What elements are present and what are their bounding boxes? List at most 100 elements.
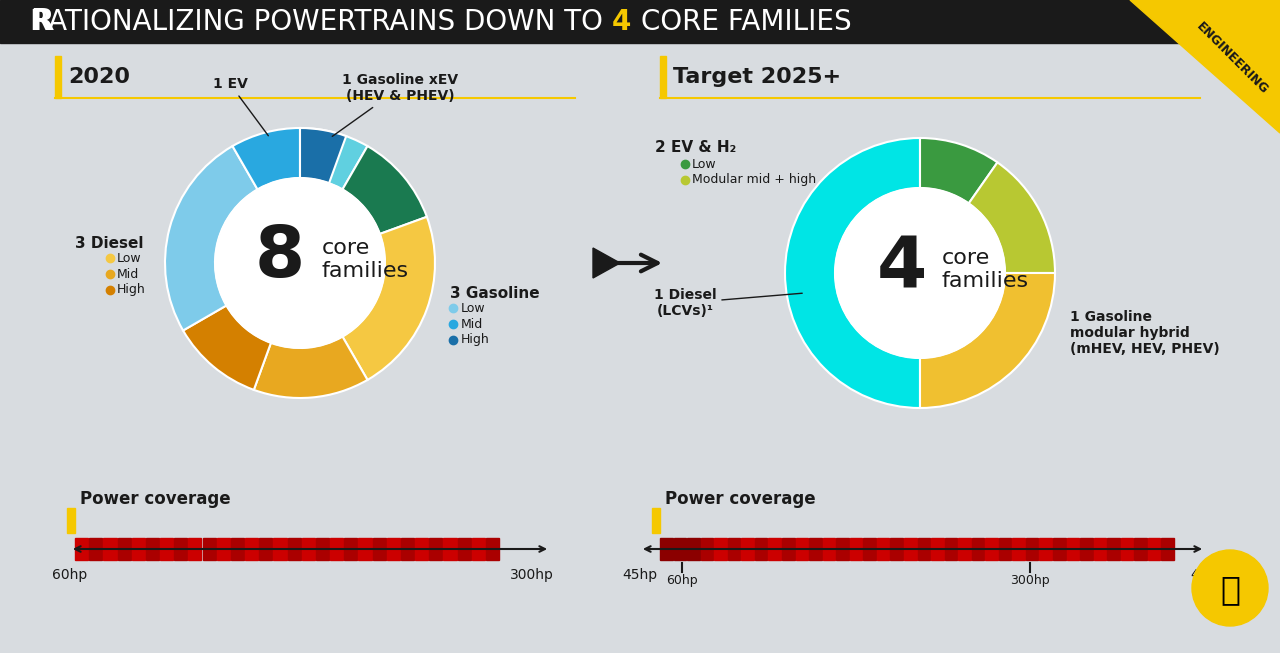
Text: Low: Low (692, 157, 717, 170)
Wedge shape (183, 306, 271, 390)
Bar (188, 538, 201, 560)
Text: 8: 8 (255, 223, 305, 293)
Bar (1121, 538, 1133, 560)
Bar (741, 538, 754, 560)
Bar (90, 538, 102, 560)
Bar (1148, 538, 1161, 560)
Text: 60hp: 60hp (666, 574, 698, 587)
Text: CORE FAMILIES: CORE FAMILIES (641, 8, 851, 36)
Bar (728, 538, 740, 560)
Text: 300hp: 300hp (1010, 574, 1050, 587)
Bar (358, 538, 371, 560)
Bar (387, 538, 399, 560)
Text: High: High (116, 283, 146, 296)
Bar (877, 538, 890, 560)
Bar (1161, 538, 1174, 560)
Bar (836, 538, 849, 560)
Bar (302, 538, 315, 560)
Text: 4: 4 (877, 234, 927, 302)
Bar (986, 538, 998, 560)
Bar (918, 538, 931, 560)
Text: 3 Gasoline: 3 Gasoline (451, 285, 540, 300)
Text: 1 Gasoline
modular hybrid
(mHEV, HEV, PHEV): 1 Gasoline modular hybrid (mHEV, HEV, PH… (1070, 310, 1220, 356)
Text: Modular mid + high: Modular mid + high (692, 174, 817, 187)
Bar (202, 538, 215, 560)
Bar (714, 538, 727, 560)
Bar (55, 56, 61, 98)
Text: Power coverage: Power coverage (79, 490, 230, 508)
Circle shape (835, 188, 1005, 358)
Bar (457, 538, 471, 560)
Bar (443, 538, 457, 560)
Text: R: R (29, 7, 54, 37)
Bar (1134, 538, 1147, 560)
Text: RATIONALIZING POWERTRAINS DOWN TO: RATIONALIZING POWERTRAINS DOWN TO (29, 8, 612, 36)
Text: 1 Diesel
(LCVs)¹: 1 Diesel (LCVs)¹ (654, 288, 803, 318)
Bar (660, 538, 672, 560)
Bar (244, 538, 259, 560)
Bar (118, 538, 131, 560)
Text: Target 2025+: Target 2025+ (673, 67, 841, 87)
Bar (891, 538, 902, 560)
Bar (1093, 538, 1106, 560)
Bar (0, 0, 1280, 43)
Wedge shape (920, 138, 997, 203)
Bar (1107, 538, 1120, 560)
Bar (76, 538, 88, 560)
Bar (972, 538, 984, 560)
Polygon shape (1130, 0, 1280, 133)
Wedge shape (233, 128, 300, 189)
Circle shape (215, 178, 385, 348)
Text: 4: 4 (612, 8, 641, 36)
Text: ENGINEERING: ENGINEERING (1193, 20, 1271, 97)
Text: core: core (323, 238, 370, 258)
Circle shape (1192, 550, 1268, 626)
Text: 2020: 2020 (68, 67, 131, 87)
Wedge shape (343, 217, 435, 380)
Bar (673, 538, 686, 560)
Bar (259, 538, 273, 560)
Text: 1 Gasoline xEV
(HEV & PHEV): 1 Gasoline xEV (HEV & PHEV) (333, 73, 458, 136)
Text: families: families (323, 261, 410, 281)
Bar (652, 508, 660, 533)
Wedge shape (300, 128, 346, 183)
Bar (755, 538, 768, 560)
Wedge shape (969, 163, 1055, 273)
Text: 45hp: 45hp (622, 568, 658, 582)
Text: 60hp: 60hp (52, 568, 87, 582)
Wedge shape (300, 128, 367, 189)
Bar (931, 538, 943, 560)
Bar (998, 538, 1011, 560)
Text: 300hp: 300hp (509, 568, 554, 582)
Bar (1053, 538, 1065, 560)
Bar (274, 538, 287, 560)
Bar (174, 538, 187, 560)
Polygon shape (593, 248, 620, 278)
Bar (796, 538, 808, 560)
Text: core: core (942, 248, 991, 268)
Bar (316, 538, 329, 560)
Bar (823, 538, 835, 560)
Bar (230, 538, 244, 560)
Text: 400hp: 400hp (1190, 568, 1234, 582)
Bar (372, 538, 385, 560)
Bar (216, 538, 230, 560)
Bar (687, 538, 700, 560)
Bar (700, 538, 713, 560)
Bar (486, 538, 499, 560)
Bar (959, 538, 970, 560)
Bar (1027, 538, 1038, 560)
Bar (904, 538, 916, 560)
Bar (330, 538, 343, 560)
Text: Power coverage: Power coverage (666, 490, 815, 508)
Wedge shape (343, 146, 426, 234)
Bar (160, 538, 173, 560)
Bar (67, 508, 76, 533)
Bar (344, 538, 357, 560)
Text: High: High (461, 334, 490, 347)
Text: families: families (942, 271, 1029, 291)
Bar (1012, 538, 1025, 560)
Bar (863, 538, 876, 560)
Bar (1039, 538, 1052, 560)
Text: Mid: Mid (116, 268, 140, 281)
